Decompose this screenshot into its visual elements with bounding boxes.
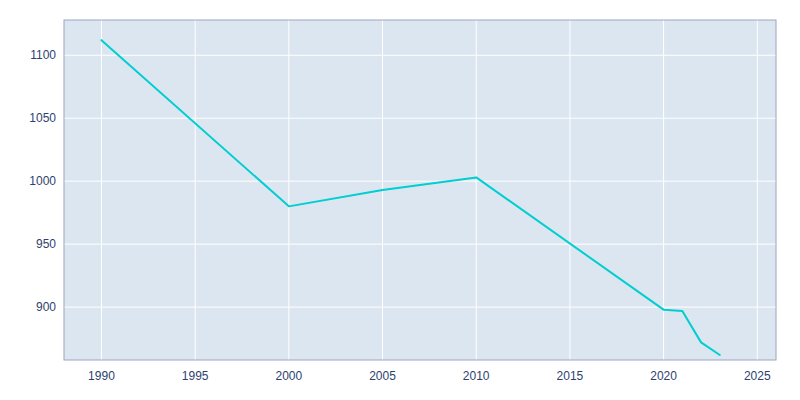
x-grid-line bbox=[101, 20, 102, 360]
x-tick-label: 2020 bbox=[650, 369, 677, 383]
y-grid-line bbox=[64, 307, 776, 308]
data-line bbox=[101, 40, 719, 355]
x-grid-line bbox=[288, 20, 289, 360]
grid bbox=[64, 20, 776, 360]
x-tick-label: 1990 bbox=[88, 369, 115, 383]
x-tick-label: 2010 bbox=[463, 369, 490, 383]
tick-labels: 1990 1995 2000 2005 2010 2015 2020 2025 900 950 10… bbox=[29, 48, 771, 383]
y-tick-label: 900 bbox=[36, 300, 56, 314]
data-area bbox=[101, 40, 719, 355]
x-grid-line bbox=[569, 20, 570, 360]
x-tick-label: 2025 bbox=[744, 369, 771, 383]
y-tick-label: 950 bbox=[36, 237, 56, 251]
x-grid-line bbox=[757, 20, 758, 360]
plot-background bbox=[64, 20, 776, 360]
y-grid-line bbox=[64, 181, 776, 182]
x-tick-label: 2005 bbox=[369, 369, 396, 383]
x-grid-line bbox=[476, 20, 477, 360]
y-tick-label: 1000 bbox=[29, 174, 56, 188]
page: {"chart_data": {"type": "line", "x": [19… bbox=[0, 0, 800, 400]
y-grid-line bbox=[64, 244, 776, 245]
chart: 1990 1995 2000 2005 2010 2015 2020 2025 900 950 10… bbox=[0, 0, 800, 400]
x-tick-label: 1995 bbox=[182, 369, 209, 383]
y-tick-label: 1050 bbox=[29, 111, 56, 125]
y-grid-line bbox=[64, 55, 776, 56]
y-tick-label: 1100 bbox=[30, 48, 56, 62]
x-tick-label: 2015 bbox=[557, 369, 584, 383]
y-grid-line bbox=[64, 118, 776, 119]
x-tick-label: 2000 bbox=[275, 369, 302, 383]
x-grid-line bbox=[195, 20, 196, 360]
plot-frame bbox=[64, 20, 776, 360]
